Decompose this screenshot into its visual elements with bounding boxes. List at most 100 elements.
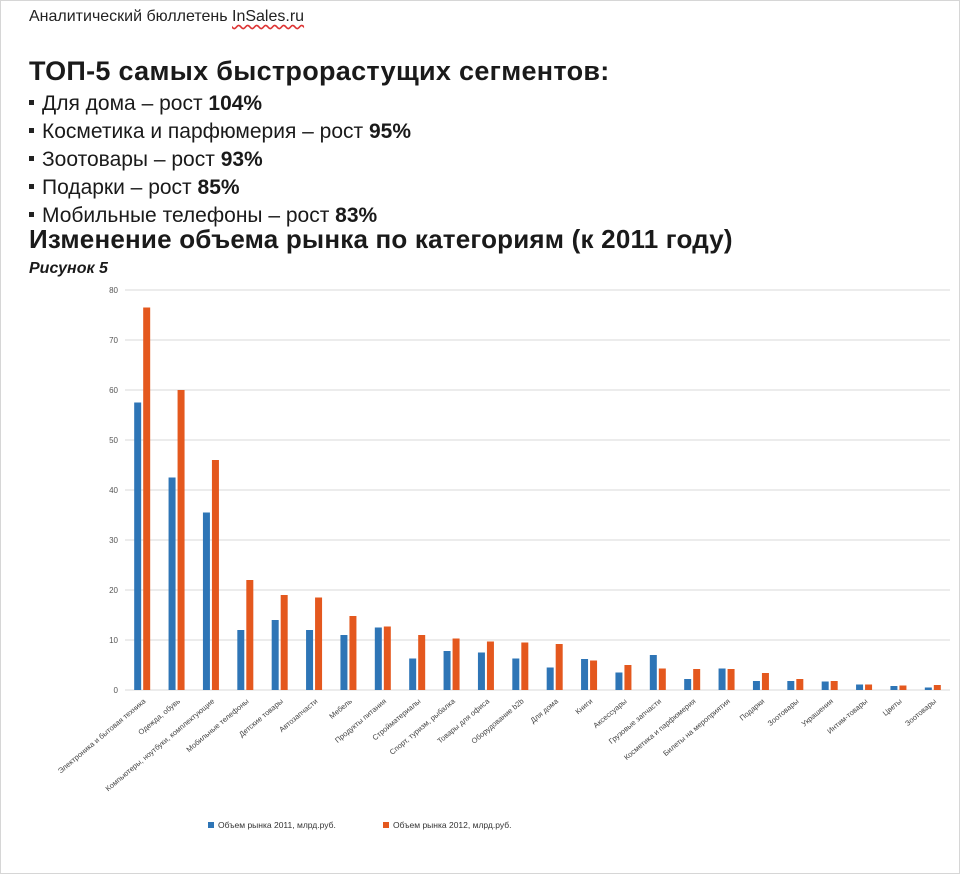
- bar-2011: [890, 686, 898, 690]
- bar-2011: [409, 658, 417, 690]
- bar-2012: [830, 681, 838, 690]
- y-tick-label: 80: [109, 286, 118, 295]
- bar-2011: [202, 512, 210, 690]
- bar-2012: [246, 580, 254, 690]
- bar-2011: [752, 681, 760, 690]
- bar-2012: [727, 669, 735, 690]
- category-label: Зоотовары: [766, 697, 801, 728]
- bar-2011: [134, 402, 142, 690]
- bar-2011: [271, 620, 279, 690]
- category-label: Для дома: [529, 696, 561, 725]
- y-tick-label: 50: [109, 436, 118, 445]
- bar-2011: [581, 659, 589, 690]
- bar-2011: [168, 477, 176, 690]
- bar-2012: [865, 684, 873, 690]
- bar-2012: [658, 668, 666, 690]
- bar-2011: [512, 658, 520, 690]
- chart-title: Изменение объема рынка по категориям (к …: [29, 224, 733, 254]
- bar-2011: [237, 630, 245, 690]
- bar-2012: [933, 685, 941, 690]
- category-label: Подарки: [738, 697, 766, 723]
- bars: [134, 307, 941, 690]
- bar-2012: [555, 644, 563, 690]
- legend-swatch-2012: [383, 822, 389, 828]
- bar-2012: [383, 626, 391, 690]
- bar-2012: [590, 660, 598, 690]
- category-label: Зоотовары: [903, 697, 938, 728]
- category-label: Билеты на мероприятия: [661, 697, 732, 758]
- bar-2012: [143, 307, 151, 690]
- bullet-icon: [29, 99, 34, 105]
- y-tick-label: 10: [109, 636, 118, 645]
- bar-2012: [315, 597, 323, 690]
- bar-2012: [899, 685, 907, 690]
- list-item: Косметика и парфюмерия – рост 95%: [29, 118, 411, 146]
- segment-growth: 83%: [335, 204, 378, 227]
- bar-2012: [521, 642, 529, 690]
- bar-2011: [856, 684, 864, 690]
- bullet-icon: [29, 211, 34, 217]
- bar-2011: [306, 630, 314, 690]
- segment-growth: 95%: [369, 120, 412, 143]
- bullet-icon: [29, 127, 34, 133]
- bullet-icon: [29, 155, 34, 161]
- bar-2012: [796, 679, 804, 690]
- bar-2011: [546, 667, 554, 690]
- bar-2011: [787, 681, 795, 690]
- segment-text: Для дома – рост: [42, 92, 209, 115]
- list-item: Мобильные телефоны – рост 83%: [29, 202, 411, 230]
- segment-growth: 104%: [208, 92, 263, 115]
- category-label: Книги: [574, 697, 595, 717]
- legend-label-2011: Объем рынка 2011, млрд.руб.: [218, 820, 336, 830]
- bulletin-header: Аналитический бюллетень InSales.ru: [29, 8, 304, 26]
- bar-2011: [443, 651, 451, 690]
- gridlines: 0 10 20 30 40 50 60 70 80: [109, 286, 950, 695]
- figure-label: Рисунок 5: [29, 260, 108, 277]
- segment-text: Подарки – рост: [42, 176, 198, 199]
- bar-2012: [452, 638, 460, 690]
- bar-2012: [693, 669, 701, 690]
- bullet-icon: [29, 183, 34, 189]
- y-tick-label: 20: [109, 586, 118, 595]
- market-volume-chart: 0 10 20 30 40 50 60 70 80 Электроника и бытовая …: [56, 286, 950, 830]
- bar-2011: [924, 687, 932, 690]
- bar-2012: [761, 673, 769, 690]
- bar-2011: [374, 627, 382, 690]
- segment-text: Косметика и парфюмерия – рост: [42, 120, 369, 143]
- bar-2011: [684, 679, 692, 690]
- legend: Объем рынка 2011, млрд.руб. Объем рынка 2…: [208, 820, 511, 830]
- y-tick-label: 0: [114, 686, 119, 695]
- segment-growth: 93%: [220, 148, 263, 171]
- bar-2012: [280, 595, 288, 690]
- category-label: Спорт, туризм, рыбалка: [388, 696, 458, 757]
- segment-text: Зоотовары – рост: [42, 148, 221, 171]
- category-label: Мебель: [327, 697, 353, 721]
- bar-2012: [486, 641, 494, 690]
- bar-2012: [624, 665, 632, 690]
- bar-2011: [340, 635, 348, 690]
- bar-2011: [615, 672, 623, 690]
- top5-headline: ТОП-5 самых быстрорастущих сегментов:: [29, 56, 610, 86]
- y-tick-label: 60: [109, 386, 118, 395]
- category-label: Мобильные телефоны: [184, 697, 250, 755]
- bar-2012: [211, 460, 219, 690]
- list-item: Подарки – рост 85%: [29, 174, 411, 202]
- bar-2012: [349, 616, 357, 690]
- legend-swatch-2011: [208, 822, 214, 828]
- list-item: Зоотовары – рост 93%: [29, 146, 411, 174]
- bulletin-prefix: Аналитический бюллетень: [29, 8, 233, 25]
- bar-2012: [418, 635, 426, 690]
- bar-2011: [821, 681, 829, 690]
- y-tick-label: 70: [109, 336, 118, 345]
- category-label: Цветы: [881, 697, 904, 718]
- legend-label-2012: Объем рынка 2012, млрд.руб.: [393, 820, 511, 830]
- list-item: Для дома – рост 104%: [29, 90, 411, 118]
- y-tick-label: 40: [109, 486, 118, 495]
- segment-growth: 85%: [197, 176, 240, 199]
- top5-list: Для дома – рост 104% Косметика и парфюме…: [29, 90, 411, 230]
- y-tick-label: 30: [109, 536, 118, 545]
- bar-2011: [649, 655, 657, 690]
- segment-text: Мобильные телефоны – рост: [42, 204, 336, 227]
